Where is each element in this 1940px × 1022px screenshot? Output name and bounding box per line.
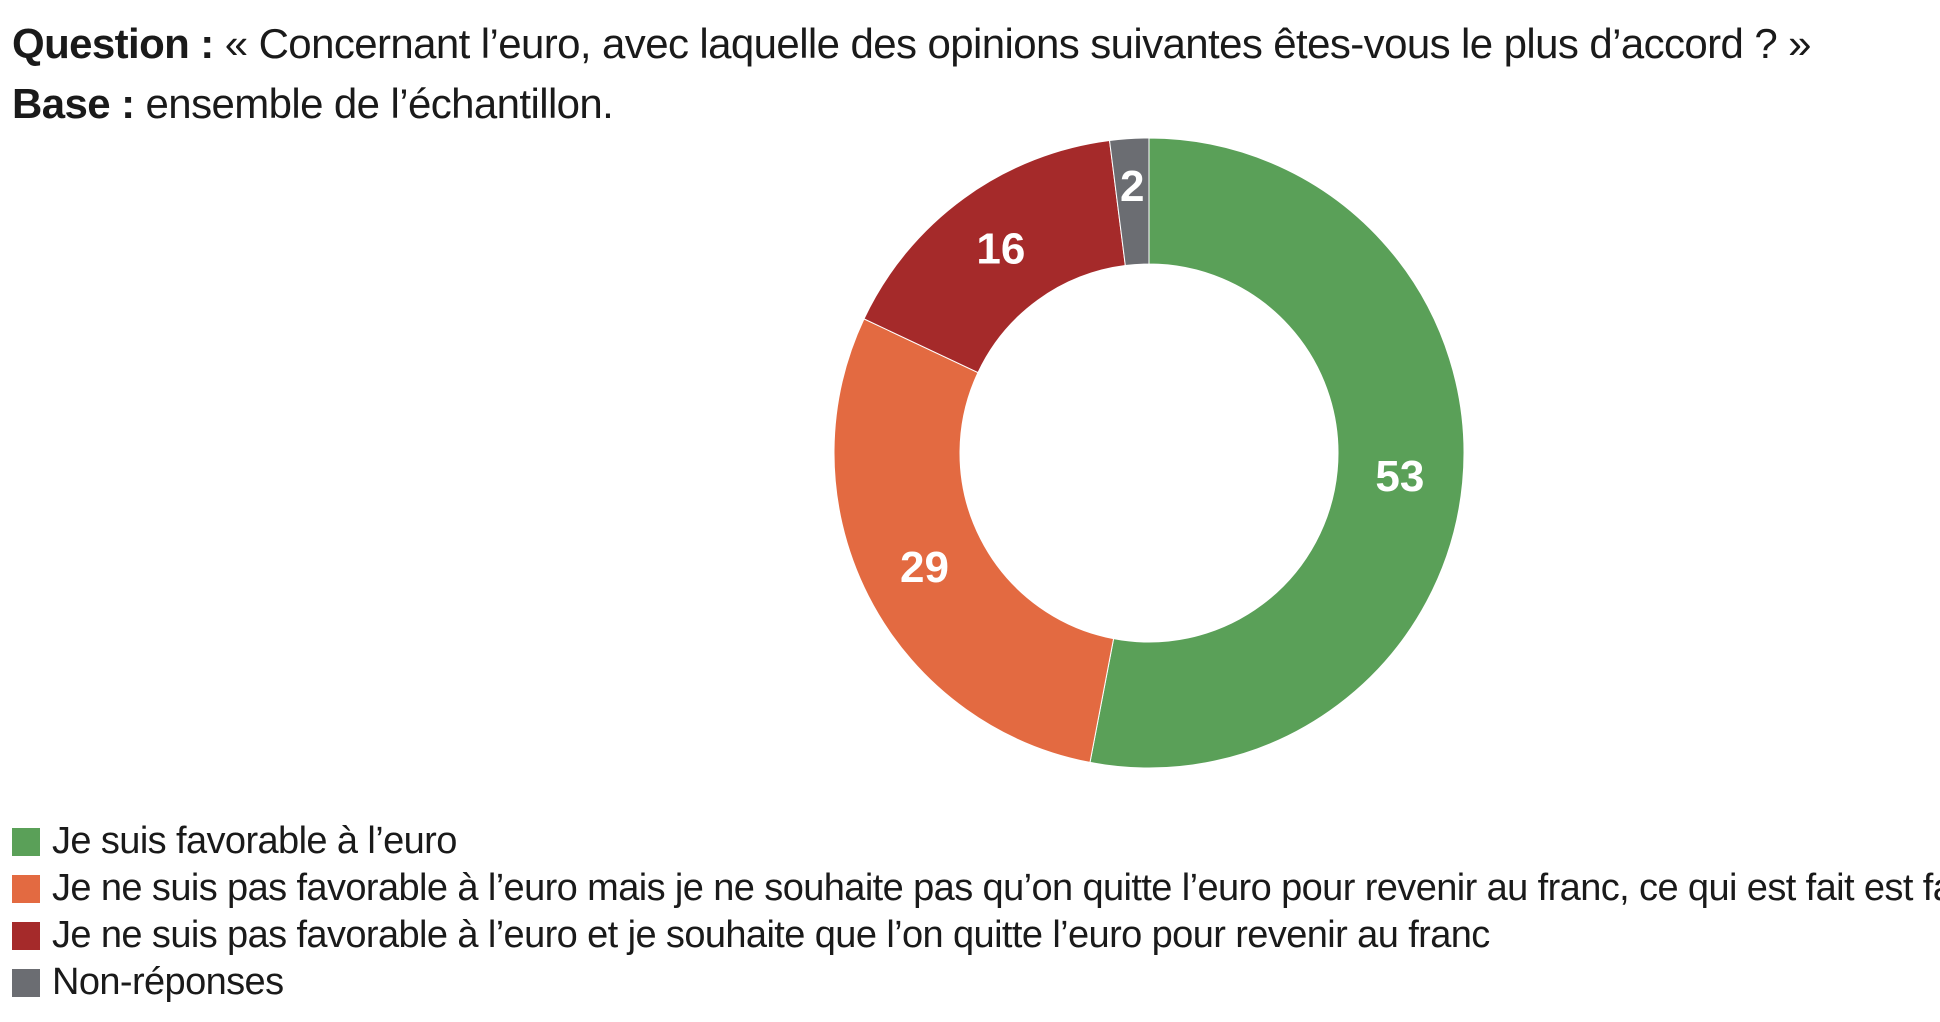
- slice-value-label-4: 2: [1120, 162, 1144, 211]
- legend-swatch-3: [12, 921, 40, 950]
- legend-label-2: Je ne suis pas favorable à l’euro mais j…: [52, 867, 1940, 909]
- base-text: ensemble de l’échantillon.: [145, 80, 614, 127]
- base-key: Base :: [12, 80, 135, 127]
- legend-item-1: Je suis favorable à l’euro: [12, 818, 1932, 865]
- base-line: Base : ensemble de l’échantillon.: [12, 74, 1932, 134]
- legend-swatch-1: [12, 827, 40, 856]
- legend-item-4: Non-réponses: [12, 959, 1932, 1006]
- chart-legend: Je suis favorable à l’euro Je ne suis pas…: [12, 818, 1940, 1006]
- question-text: « Concernant l’euro, avec laquelle des o…: [224, 20, 1812, 67]
- legend-item-2: Je ne suis pas favorable à l’euro mais j…: [12, 865, 1940, 912]
- legend-label-3: Je ne suis pas favorable à l’euro et je …: [52, 914, 1490, 956]
- legend-swatch-2: [12, 874, 40, 903]
- donut-slice-4: [1108, 137, 1150, 267]
- donut-slice-2: [833, 318, 1115, 764]
- slice-value-label-2: 29: [900, 543, 949, 592]
- slice-value-label-1: 53: [1375, 452, 1424, 501]
- donut-slice-1: [1089, 137, 1465, 769]
- legend-label-4: Non-réponses: [52, 961, 284, 1003]
- question-line: Question : « Concernant l’euro, avec laq…: [12, 14, 1932, 74]
- donut-slice-3: [863, 139, 1126, 374]
- slice-value-label-3: 16: [976, 225, 1025, 274]
- legend-swatch-4: [12, 968, 40, 997]
- legend-item-3: Je ne suis pas favorable à l’euro et je …: [12, 912, 1932, 959]
- chart-header: Question : « Concernant l’euro, avec laq…: [12, 14, 1932, 134]
- question-key: Question :: [12, 20, 214, 67]
- legend-label-1: Je suis favorable à l’euro: [52, 820, 457, 862]
